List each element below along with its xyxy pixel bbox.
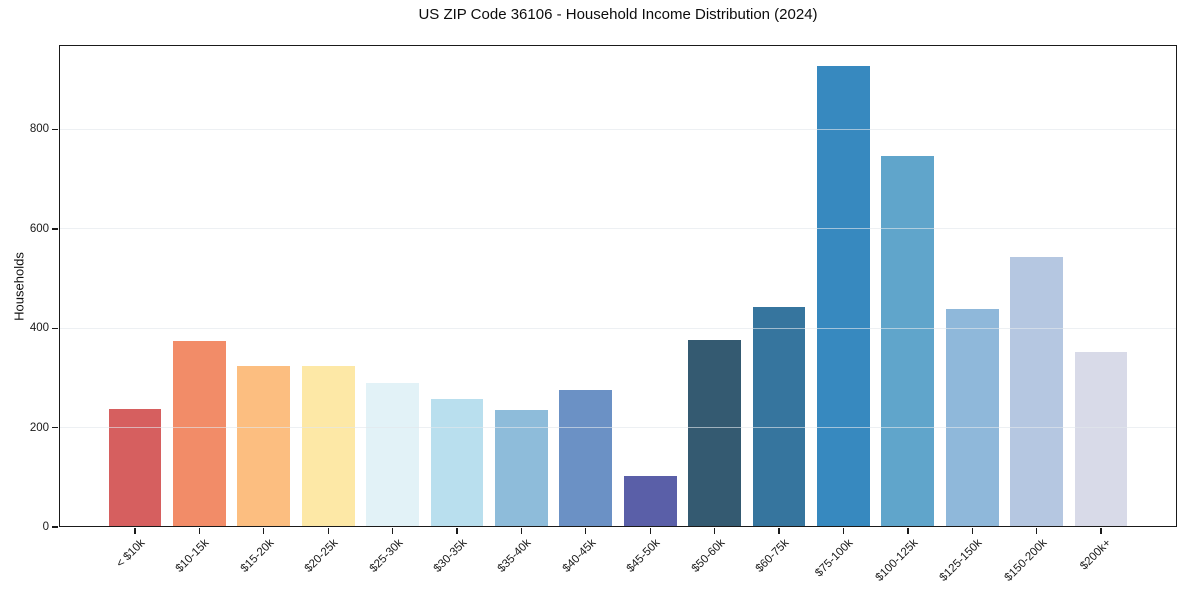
y-gridline [59,128,1177,131]
bar-100-125k [881,156,935,527]
x-tick-mark [714,528,716,534]
y-tick-label: 400 [29,322,49,335]
bar-20-25k [301,365,355,527]
y-tick-mark [52,128,58,131]
bar-35-40k [494,409,548,527]
bar-10k [108,408,162,527]
x-tick-mark [1100,528,1102,534]
x-tick-mark [907,528,909,534]
y-tick-mark [52,427,58,429]
bar-150-200k [1010,257,1063,527]
x-tick-mark [198,528,201,534]
x-tick-mark [327,528,329,534]
y-tick-label: 600 [29,222,49,235]
y-gridline [59,327,1177,329]
bar-10-15k [172,341,226,527]
chart-title: US ZIP Code 36106 - Household Income Dis… [418,6,818,23]
bar-125-150k [945,308,999,527]
x-tick-mark [778,528,780,534]
x-tick-mark [456,528,458,534]
x-tick-mark [391,528,394,534]
bar-40-45k [559,390,613,527]
bar-30-35k [430,398,484,527]
x-tick-mark [263,528,265,534]
y-gridline [59,228,1177,230]
y-tick-mark [52,327,58,329]
x-tick-mark [649,528,651,534]
bar-45-50k [623,476,677,527]
plot-area: 0 200 400 600 800 < $10k $10-15k $15-20k $20-25k… [30,45,1177,584]
x-tick-mark [585,528,587,534]
y-tick-label: 200 [29,421,49,434]
bar-60-75k [752,306,806,527]
y-tick-label: 0 [42,521,49,533]
x-tick-mark [520,528,523,534]
y-tick-mark [52,526,58,528]
x-tick-mark [971,528,973,534]
bar-75-100k [816,65,870,527]
bar-50-60k [688,340,741,527]
y-gridline [59,427,1177,429]
y-tick-label: 800 [29,123,49,136]
x-tick-mark [1036,528,1038,534]
x-tick-mark [134,528,136,534]
bar-15-20k [237,365,291,527]
y-tick-mark [52,228,58,230]
bar-25-30k [366,382,419,527]
x-tick-mark [842,528,845,534]
x-tick-label: < $10k [114,537,148,571]
bar-200k [1074,352,1128,527]
